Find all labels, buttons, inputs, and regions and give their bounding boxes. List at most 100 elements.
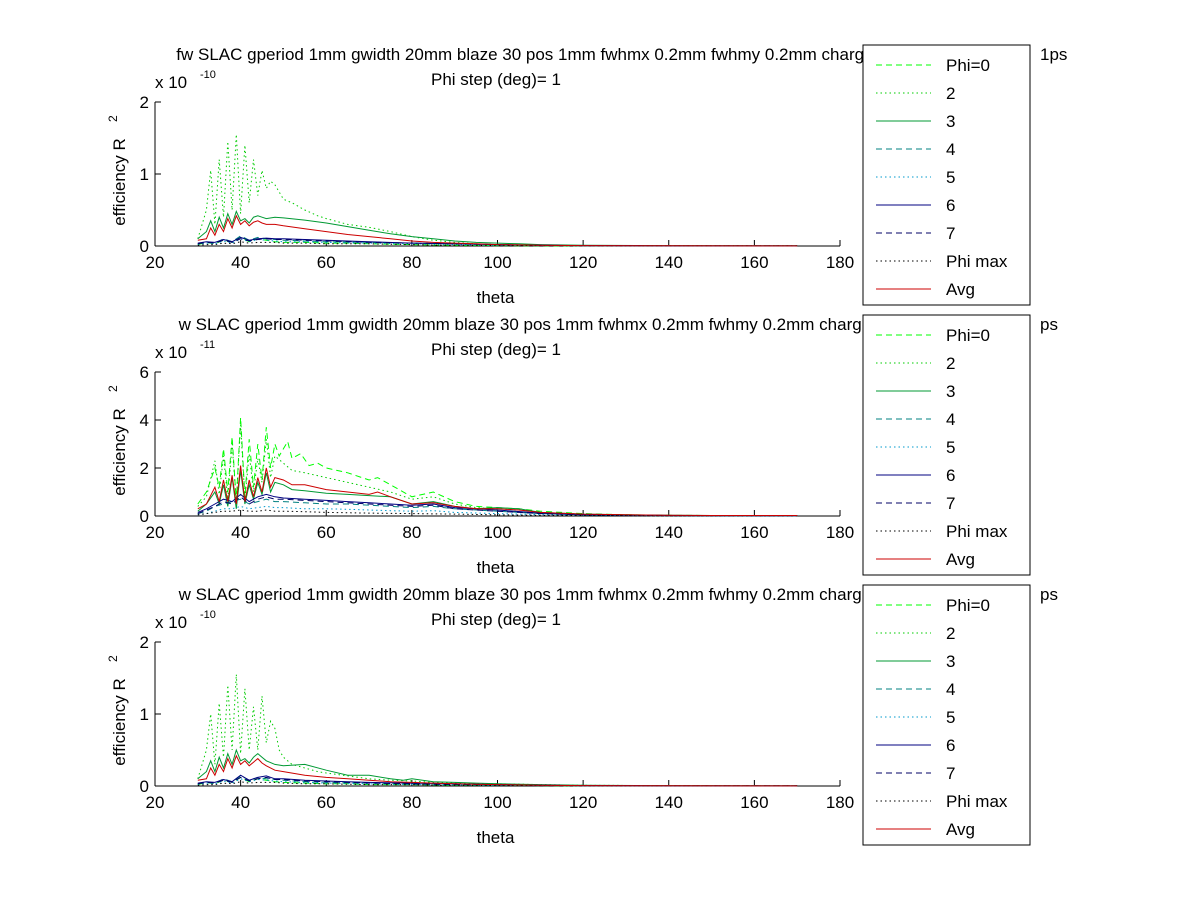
- series-line-avg: [197, 465, 798, 516]
- y-tick-label: 2: [140, 633, 149, 652]
- series-line-avg: [197, 754, 798, 787]
- y-exponent-power: -10: [200, 69, 216, 81]
- legend: Phi=0 2 3 4 5 6 7 Phi max Avg: [862, 314, 1031, 576]
- legend-label: Phi=0: [946, 56, 990, 75]
- x-tick-label: 60: [317, 523, 336, 542]
- legend-label: 3: [946, 112, 955, 131]
- legend-box: [862, 314, 1031, 576]
- y-axis-label-group: efficiency R 2: [106, 385, 129, 496]
- x-tick-label: 20: [146, 253, 165, 272]
- legend-box: [862, 44, 1031, 306]
- y-exponent-power: -11: [200, 339, 215, 351]
- x-tick-label: 40: [231, 793, 250, 812]
- x-tick-label: 40: [231, 523, 250, 542]
- legend-label: 2: [946, 354, 955, 373]
- x-tick-label: 80: [402, 253, 421, 272]
- chart-title: fw SLAC gperiod 1mm gwidth 20mm blaze 30…: [176, 45, 887, 64]
- x-tick-label: 100: [483, 523, 511, 542]
- y-axis-label: efficiency R: [110, 678, 129, 766]
- legend-box: [862, 584, 1031, 846]
- chart-title-suffix: 1ps: [1040, 45, 1067, 64]
- y-axis-label-superscript: 2: [106, 385, 120, 392]
- series-line-4: [197, 498, 798, 517]
- x-tick-label: 140: [655, 523, 683, 542]
- y-axis-label-group: efficiency R 2: [106, 655, 129, 766]
- y-tick-label: 2: [140, 93, 149, 112]
- legend-label: 6: [946, 196, 955, 215]
- x-tick-label: 120: [569, 523, 597, 542]
- y-exponent-label: x 10: [155, 73, 187, 92]
- legend-label: 3: [946, 382, 955, 401]
- y-axis-label-group: efficiency R 2: [106, 115, 129, 226]
- y-axis-label-superscript: 2: [106, 115, 120, 122]
- y-tick-label: 0: [140, 777, 149, 796]
- series-line-2: [197, 424, 798, 517]
- y-tick-label: 0: [140, 507, 149, 526]
- series-line-7: [197, 496, 798, 517]
- legend-label: Phi max: [946, 792, 1008, 811]
- y-axis-label: efficiency R: [110, 138, 129, 226]
- legend: Phi=0 2 3 4 5 6 7 Phi max Avg: [862, 584, 1031, 846]
- legend-label: 5: [946, 438, 955, 457]
- x-tick-label: 20: [146, 793, 165, 812]
- legend-label: 4: [946, 410, 955, 429]
- y-exponent-power: -10: [200, 609, 216, 621]
- legend-label: 7: [946, 224, 955, 243]
- x-axis-label: theta: [477, 288, 515, 307]
- legend-label: 6: [946, 466, 955, 485]
- legend-label: 2: [946, 84, 955, 103]
- legend-label: Phi=0: [946, 326, 990, 345]
- series-line-2: [197, 674, 798, 787]
- x-tick-label: 100: [483, 793, 511, 812]
- x-tick-label: 80: [402, 523, 421, 542]
- chart-title: w SLAC gperiod 1mm gwidth 20mm blaze 30 …: [178, 585, 886, 604]
- x-tick-label: 120: [569, 253, 597, 272]
- legend-label: 5: [946, 708, 955, 727]
- x-tick-label: 180: [826, 253, 854, 272]
- series-line-2: [197, 134, 798, 247]
- x-tick-label: 160: [740, 793, 768, 812]
- legend-label: Avg: [946, 550, 975, 569]
- x-tick-label: 180: [826, 793, 854, 812]
- y-tick-label: 2: [140, 459, 149, 478]
- y-tick-label: 6: [140, 363, 149, 382]
- chart-title-suffix: ps: [1040, 315, 1058, 334]
- x-tick-label: 160: [740, 253, 768, 272]
- legend-label: Phi max: [946, 522, 1008, 541]
- legend-label: 4: [946, 140, 955, 159]
- x-tick-label: 60: [317, 253, 336, 272]
- y-tick-label: 4: [140, 411, 149, 430]
- series-line-3: [197, 748, 798, 787]
- x-tick-label: 120: [569, 793, 597, 812]
- chart-subtitle: Phi step (deg)= 1: [431, 70, 561, 89]
- y-axis-label-superscript: 2: [106, 655, 120, 662]
- legend-label: 3: [946, 652, 955, 671]
- x-tick-label: 100: [483, 253, 511, 272]
- chart-title-suffix: ps: [1040, 585, 1058, 604]
- series-line-5: [197, 778, 798, 787]
- y-exponent-label: x 10: [155, 343, 187, 362]
- legend-label: Avg: [946, 280, 975, 299]
- series-line-5: [197, 238, 798, 247]
- chart-panel-3: w SLAC gperiod 1mm gwidth 20mm blaze 30 …: [106, 584, 1058, 847]
- chart-panel-1: fw SLAC gperiod 1mm gwidth 20mm blaze 30…: [106, 44, 1067, 307]
- x-tick-label: 140: [655, 253, 683, 272]
- chart-subtitle: Phi step (deg)= 1: [431, 610, 561, 629]
- series-line-7: [197, 238, 798, 247]
- y-exponent-label: x 10: [155, 613, 187, 632]
- legend-label: 7: [946, 764, 955, 783]
- x-axis-label: theta: [477, 828, 515, 847]
- legend-label: 4: [946, 680, 955, 699]
- x-tick-label: 140: [655, 793, 683, 812]
- y-tick-label: 1: [140, 705, 149, 724]
- legend-label: Phi=0: [946, 596, 990, 615]
- legend: Phi=0 2 3 4 5 6 7 Phi max Avg: [862, 44, 1031, 306]
- series-line-avg: [197, 214, 798, 247]
- legend-label: 2: [946, 624, 955, 643]
- y-axis-label: efficiency R: [110, 408, 129, 496]
- x-tick-label: 180: [826, 523, 854, 542]
- chart-title: w SLAC gperiod 1mm gwidth 20mm blaze 30 …: [178, 315, 886, 334]
- x-axis-label: theta: [477, 558, 515, 577]
- legend-label: 5: [946, 168, 955, 187]
